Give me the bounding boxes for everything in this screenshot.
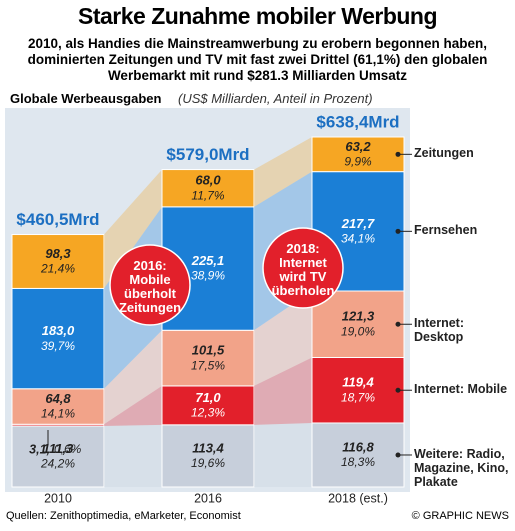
legend-dot — [395, 228, 401, 234]
subtitle: 2010, als Handies die Mainstreamwerbung … — [27, 36, 488, 83]
y-label: Globale Werbeausgaben — [10, 91, 162, 106]
legend-dot — [395, 452, 401, 458]
legend-label: Internet: Desktop — [414, 316, 464, 345]
share-label: 11,7% — [191, 188, 224, 202]
share-label: 24,2% — [40, 457, 75, 471]
value-label: 111,3 — [43, 441, 74, 456]
value-label: 225,1 — [191, 253, 225, 268]
x-tick-label: 2016 — [194, 491, 222, 505]
y-unit: (US$ Milliarden, Anteil in Prozent) — [178, 91, 373, 106]
bar-segment — [311, 136, 405, 173]
annotation: 2018: Internet wird TV überholen — [271, 241, 335, 298]
legend-dot — [395, 151, 401, 157]
value-label: 121,3 — [342, 309, 375, 324]
value-label: 119,4 — [342, 375, 374, 390]
bar-segment — [161, 169, 255, 208]
x-tick-label: 2018 (est.) — [328, 491, 388, 505]
flow — [254, 422, 312, 487]
share-label: 34,1% — [341, 231, 375, 245]
share-label: 18,3% — [341, 455, 375, 469]
share-label: 19,6% — [191, 456, 225, 470]
bar-segment — [11, 287, 105, 390]
value-label: 98,3 — [45, 246, 71, 261]
share-label: 12,3% — [191, 406, 225, 420]
chart-title: Starke Zunahme mobiler Werbung — [77, 3, 438, 29]
share-label: 18,7% — [341, 390, 375, 404]
value-label: 63,2 — [345, 139, 371, 154]
annotation-bubble — [262, 227, 344, 309]
source: Quellen: Zenithoptimedia, eMarketer, Eco… — [6, 510, 241, 522]
annotation-bubble — [109, 244, 191, 326]
flow — [104, 169, 162, 289]
value-label: 183,0 — [42, 323, 75, 338]
legend-dot — [395, 321, 401, 327]
annotation: 2016: Mobile überholt Zeitungen — [118, 258, 182, 315]
total-label: $460,5Mrd — [16, 210, 99, 229]
share-label: 21,4% — [40, 262, 75, 276]
bar-segment — [11, 425, 105, 488]
legend-label: Fernsehen — [414, 223, 478, 238]
flow — [254, 291, 312, 386]
bar-segment — [311, 357, 405, 424]
value-label: 68,0 — [195, 173, 221, 188]
flow — [104, 424, 162, 487]
legend-dot — [395, 387, 401, 393]
value-label: 64,8 — [45, 391, 71, 406]
flow — [254, 137, 312, 207]
share-label: 0,6% — [54, 442, 82, 456]
bar-segment — [311, 422, 405, 488]
value-label: 116,8 — [342, 439, 374, 454]
value-label: 101,5 — [192, 343, 225, 358]
legend-label: Internet: Mobile — [414, 382, 508, 397]
flow — [104, 385, 162, 426]
share-label: 19,0% — [341, 324, 375, 338]
value-label: 217,7 — [341, 216, 375, 231]
share-label: 9,9% — [344, 154, 372, 168]
flow — [254, 357, 312, 425]
value-label: 113,4 — [192, 440, 224, 455]
total-label: $638,4Mrd — [316, 112, 399, 131]
flow — [104, 330, 162, 425]
bar-segment — [311, 290, 405, 359]
share-label: 39,7% — [41, 339, 75, 353]
share-label: 14,1% — [41, 407, 75, 421]
x-tick-label: 2010 — [44, 491, 72, 505]
bar-segment — [161, 329, 255, 387]
share-label: 17,5% — [191, 358, 225, 372]
bar-segment — [11, 388, 105, 425]
value-label: 3,1, — [29, 442, 50, 456]
credit: © GRAPHIC NEWS — [411, 510, 509, 522]
total-label: $579,0Mrd — [166, 145, 249, 164]
share-label: 38,9% — [191, 269, 225, 283]
legend-label: Zeitungen — [414, 146, 474, 161]
bar-segment — [161, 424, 255, 488]
value-label: 71,0 — [195, 390, 221, 405]
bar-segment — [11, 234, 105, 289]
legend-label: Weitere: Radio, Magazine, Kino, Plakate — [414, 446, 509, 489]
